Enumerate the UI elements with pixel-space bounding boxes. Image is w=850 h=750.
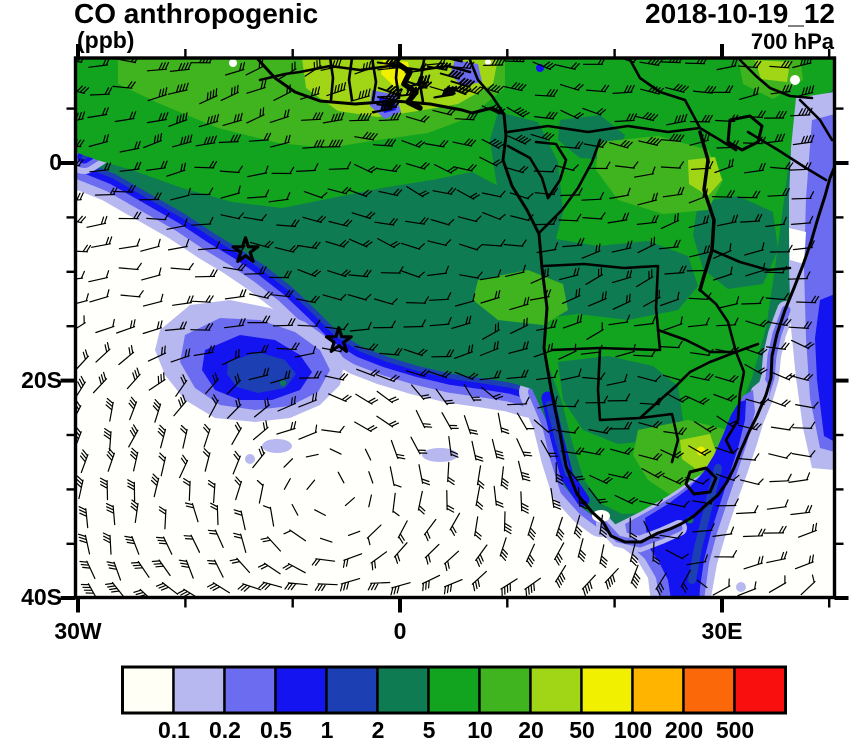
colorbar-label-7: 20 — [518, 717, 544, 743]
colorbar-box-0 — [121, 665, 175, 715]
star-markers — [231, 236, 353, 353]
plot-title: CO anthropogenic — [74, 0, 319, 29]
colorbar-label-10: 200 — [664, 717, 704, 743]
lon-tick-label-30w: 30W — [54, 618, 102, 644]
right-edge-band — [789, 92, 833, 470]
colorbar-box-8 — [529, 665, 583, 715]
colorbar-label-9: 100 — [613, 717, 653, 743]
south-coast-fringe — [596, 516, 687, 553]
colorbar-label-11: 500 — [715, 717, 755, 743]
lat-tick-label-20s: 20S — [21, 367, 62, 393]
lat-tick-label-0: 0 — [49, 149, 62, 175]
colorbar-box-12 — [733, 665, 787, 715]
pressure-level-label: 700 hPa — [750, 29, 834, 54]
colorbar-box-9 — [580, 665, 634, 715]
africa-coastline — [255, 59, 833, 544]
colorbar-box-5 — [376, 665, 430, 715]
colorbar-box-2 — [223, 665, 277, 715]
units-label: (ppb) — [77, 27, 135, 53]
valid-datetime: 2018-10-19_12 — [645, 0, 835, 29]
colorbar-label-3: 1 — [320, 717, 334, 743]
colorbar-label-2: 0.5 — [260, 717, 292, 743]
colorbar-box-11 — [682, 665, 736, 715]
colorbar-label-6: 10 — [467, 717, 493, 743]
colorbar-box-10 — [631, 665, 685, 715]
colorbar-box-6 — [427, 665, 481, 715]
colorbar-label-4: 2 — [371, 717, 385, 743]
colorbar-label-1: 0.2 — [209, 717, 241, 743]
colorbar-label-0: 0.1 — [158, 717, 190, 743]
colorbar-box-1 — [172, 665, 226, 715]
lon-tick-label-0: 0 — [393, 618, 407, 644]
colorbar-label-8: 50 — [569, 717, 595, 743]
cape-white-gap — [592, 510, 610, 522]
colorbar-box-4 — [325, 665, 379, 715]
colorbar-box-3 — [274, 665, 328, 715]
star-marker-2 — [324, 326, 353, 353]
map-graphics — [77, 59, 833, 596]
star-marker-1 — [231, 236, 260, 263]
lat-tick-label-40s: 40S — [21, 584, 62, 610]
wind-barbs-layer — [77, 59, 820, 596]
lon-tick-label-30e: 30E — [701, 618, 743, 644]
colorbar-label-5: 5 — [422, 717, 436, 743]
plot-frame — [73, 56, 837, 600]
colorbar-box-7 — [478, 665, 532, 715]
colorbar — [121, 665, 787, 715]
